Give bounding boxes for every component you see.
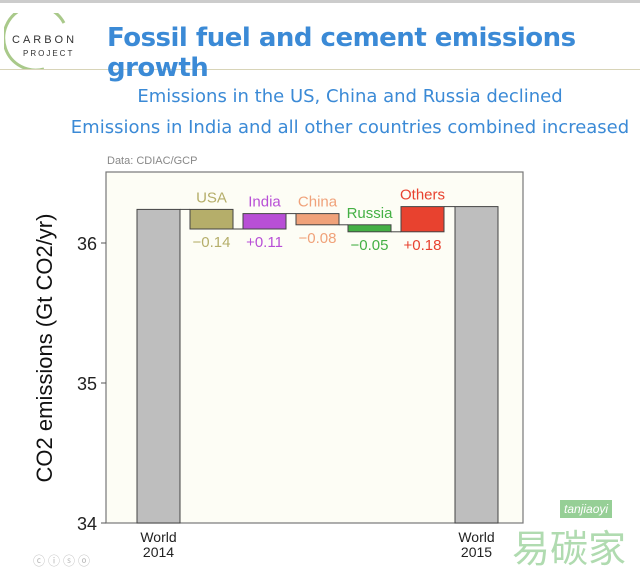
bar-name-others: Others [400,187,445,204]
header: CARBON PROJECT Fossil fuel and cement em… [0,0,640,83]
bar-name-russia: Russia [347,205,394,222]
bar-name-usa: USA [196,189,227,206]
data-label-russia: −0.05 [351,237,389,254]
page-title: Fossil fuel and cement emissions growth [107,23,576,83]
bar-world-2014-label: World [140,529,176,545]
data-label-india: +0.11 [246,234,283,251]
bar-world-2015-label: World [458,529,494,545]
bar-name-china: China [298,194,338,211]
bar-name-india: India [248,194,281,211]
license-icons: ⓒⓘⓢⓞ [33,554,94,568]
bar-china [295,213,340,226]
watermark-logo: 易碳家 [512,529,627,571]
logo-text: CARBON [12,34,78,46]
data-label-china: −0.08 [299,230,337,247]
y-tick-label: 35 [77,374,97,394]
bar-world-2015-label: 2015 [461,544,492,560]
watermark-tag: tanjiaoyi [560,500,613,518]
data-label-others: +0.18 [404,237,442,254]
bar-india [242,213,287,230]
subtitle-1: Emissions in the US, China and Russia de… [137,86,563,107]
bar-world-2015 [454,206,499,524]
y-tick-label: 34 [77,514,97,534]
bar-world-2014-label: 2014 [143,544,174,560]
y-tick-label: 36 [77,234,97,254]
bar-usa [189,208,234,230]
logo-text-2: PROJECT [23,49,75,58]
bar-world-2014 [136,208,181,524]
subtitle-2: Emissions in India and all other countri… [70,117,630,138]
carbon-project-logo [4,13,66,69]
data-label-usa: −0.14 [193,234,231,251]
bar-russia [347,224,392,233]
data-source: Data: CDIAC/GCP [107,155,198,167]
bar-others [400,206,445,233]
y-axis-label: CO2 emissions (Gt CO2/yr) [32,214,57,483]
